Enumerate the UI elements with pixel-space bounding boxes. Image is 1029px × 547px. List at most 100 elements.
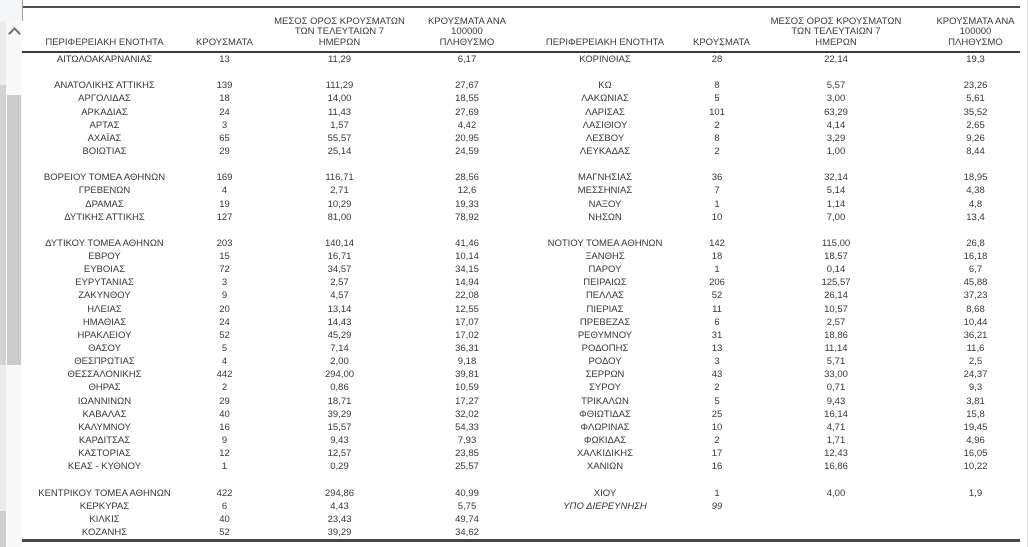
avg7-cell: 18,57 (824, 251, 848, 263)
cases-cell: 6 (221, 500, 228, 512)
per100k-cell: 17,02 (455, 329, 479, 341)
cases-cell: 40 (219, 408, 230, 420)
cases-cell: 9 (221, 290, 228, 302)
per100k-cell: 19,33 (455, 198, 479, 210)
avg7-cell: 5,14 (826, 185, 846, 197)
cases-cell (693, 513, 741, 526)
header-region-right: ΠΕΡΙΦΕΡΕΙΑΚΗ ΕΝΟΤΗΤΑ (517, 7, 693, 53)
avg7-cell: 34,57 (327, 264, 352, 276)
cases-cell: 1 (221, 461, 228, 473)
per100k-cell (417, 473, 517, 486)
per100k-cell: 6,7 (968, 264, 983, 276)
region-cell (517, 158, 693, 171)
avg7-cell: 22,14 (824, 54, 848, 65)
table-row: ΑΡΓΟΛΙΔΑΣ 18 14,00 18,55 ΛΑΚΩΝΙΑΣ 5 3,00 5,61 (22, 92, 1020, 105)
cases-cell: 422 (216, 487, 233, 499)
avg7-cell: 9,43 (330, 435, 349, 447)
avg7-cell: 116,71 (325, 172, 354, 184)
per100k-cell: 4,42 (457, 119, 477, 131)
per100k-cell: 4,96 (966, 435, 985, 447)
per100k-cell (417, 66, 517, 79)
region-cell: ΥΠΟ ΔΙΕΡΕΥΝΗΣΗ (563, 500, 647, 512)
per100k-cell: 17,27 (455, 395, 479, 407)
cases-cell: 16 (219, 421, 230, 433)
avg7-cell: 1,57 (330, 119, 349, 131)
region-cell: ΚΑΒΑΛΑΣ (82, 408, 127, 420)
region-cell: ΦΘΙΩΤΙΔΑΣ (579, 408, 631, 420)
cases-cell: 142 (709, 237, 725, 249)
per100k-cell: 10,44 (963, 316, 988, 328)
cases-cell: 25 (711, 408, 723, 420)
region-cell: ΚΕΑΣ - ΚΥΘΝΟΥ (67, 461, 142, 473)
cases-cell: 2 (714, 435, 720, 447)
header-cases-left: ΚΡΟΥΣΜΑΤΑ (187, 7, 262, 53)
per100k-cell: 16,05 (963, 448, 988, 460)
cases-cell: 101 (709, 106, 725, 118)
region-cell: ΔΥΤΙΚΗΣ ΑΤΤΙΚΗΣ (64, 211, 145, 223)
cases-cell: 2 (714, 145, 720, 157)
region-cell: ΘΗΡΑΣ (88, 382, 121, 394)
per100k-cell: 13,4 (966, 211, 985, 223)
avg7-cell (741, 66, 931, 79)
cases-cell (693, 66, 741, 79)
per100k-cell (931, 526, 1020, 541)
per100k-cell (931, 158, 1020, 171)
cases-cell: 11 (712, 303, 722, 315)
per100k-cell: 19,3 (966, 54, 985, 65)
avg7-cell: 4,57 (330, 290, 349, 302)
per100k-cell: 23,26 (963, 80, 988, 92)
per100k-cell: 7,93 (457, 435, 477, 447)
region-cell (517, 526, 693, 541)
region-cell: ΜΕΣΣΗΝΙΑΣ (577, 185, 633, 197)
region-cell (517, 224, 693, 237)
region-cell: ΛΑΚΩΝΙΑΣ (581, 93, 629, 105)
per100k-cell: 78,92 (455, 211, 479, 223)
avg7-cell: 16,71 (327, 251, 352, 263)
cases-cell: 52 (711, 290, 723, 302)
region-cell (22, 66, 187, 79)
per100k-cell: 8,44 (966, 145, 985, 157)
avg7-cell (741, 526, 931, 541)
region-cell: ΚΕΝΤΡΙΚΟΥ ΤΟΜΕΑ ΑΘΗΝΩΝ (38, 487, 171, 499)
table-row: ΔΥΤΙΚΟΥ ΤΟΜΕΑ ΑΘΗΝΩΝ 203 140,14 41,46 ΝΟΤΙΟΥ… (22, 237, 1020, 250)
cases-cell: 18 (711, 251, 723, 263)
region-cell: ΑΡΚΑΔΙΑΣ (81, 106, 128, 118)
table-row: ΗΡΑΚΛΕΙΟΥ 52 45,29 17,02 ΡΕΘΥΜΝΟΥ 31 18,86 36,2… (22, 329, 1020, 342)
cases-cell: 2 (714, 119, 720, 131)
scroll-up-button[interactable] (6, 23, 22, 41)
outer-scrollbar-thumb[interactable] (0, 85, 6, 365)
avg7-cell: 15,57 (327, 421, 352, 433)
avg7-cell: 14,00 (327, 93, 352, 105)
avg7-cell: 11,43 (327, 106, 352, 118)
region-cell: ΔΥΤΙΚΟΥ ΤΟΜΕΑ ΑΘΗΝΩΝ (45, 237, 164, 249)
avg7-cell: 7,00 (826, 211, 846, 223)
table-row: ΘΗΡΑΣ 2 0,86 10,59 ΣΥΡΟΥ 2 0,71 9,3 (22, 381, 1020, 394)
per100k-cell: 41,46 (455, 237, 479, 249)
avg7-cell: 12,57 (327, 448, 352, 460)
avg7-cell: 10,29 (327, 198, 352, 210)
per100k-cell: 9,18 (457, 356, 477, 368)
cases-cell (187, 224, 262, 237)
per100k-cell: 36,21 (963, 329, 988, 341)
avg7-cell: 7,14 (330, 343, 349, 355)
avg7-cell: 0,71 (826, 382, 846, 394)
region-cell: ΚΩ (598, 80, 612, 92)
per100k-cell: 27,67 (455, 80, 479, 92)
region-cell: ΔΡΑΜΑΣ (85, 198, 124, 210)
header-cases-right: ΚΡΟΥΣΜΑΤΑ (693, 7, 750, 53)
region-cell: ΓΡΕΒΕΝΩΝ (78, 185, 131, 197)
cases-cell: 24 (219, 316, 230, 328)
scrollbar-thumb[interactable] (7, 95, 21, 365)
region-cell: ΗΡΑΚΛΕΙΟΥ (77, 329, 132, 341)
table-row: ΕΒΡΟΥ 15 16,71 10,14 ΞΑΝΘΗΣ 18 18,57 16,18 (22, 250, 1020, 263)
avg7-cell: 0,86 (330, 382, 349, 394)
avg7-cell (741, 513, 931, 526)
table-row (22, 473, 1020, 486)
avg7-cell: 11,14 (824, 343, 848, 355)
avg7-cell: 1,00 (826, 145, 846, 157)
per100k-cell: 24,59 (455, 145, 479, 157)
cases-cell (693, 158, 741, 171)
per100k-cell: 9,26 (966, 132, 985, 144)
per100k-cell: 9,3 (968, 382, 983, 394)
table-row: ΘΕΣΠΡΩΤΙΑΣ 4 2,00 9,18 ΡΟΔΟΥ 3 5,71 2,5 (22, 355, 1020, 368)
